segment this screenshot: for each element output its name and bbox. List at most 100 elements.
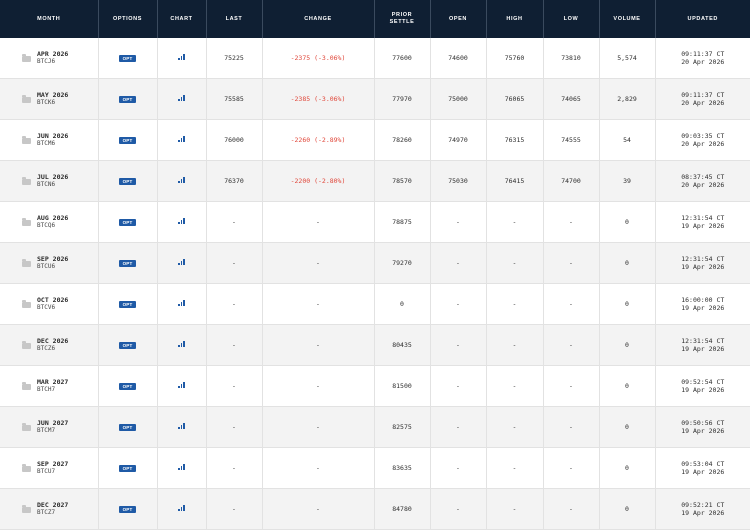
header-row: MONTH OPTIONS CHART LAST CHANGE PRIOR SE… — [0, 0, 750, 38]
bar-chart-icon[interactable] — [178, 341, 185, 347]
folder-icon[interactable] — [22, 507, 31, 513]
table-row[interactable]: SEP 2027 BTCU7 OPT - - 83635 - - - 0 09:… — [0, 448, 750, 489]
table-row[interactable]: DEC 2026 BTCZ6 OPT - - 80435 - - - 0 12:… — [0, 325, 750, 366]
table-row[interactable]: SEP 2026 BTCU6 OPT - - 79270 - - - 0 12:… — [0, 243, 750, 284]
bar-chart-icon[interactable] — [178, 300, 185, 306]
table-row[interactable]: DEC 2027 BTCZ7 OPT - - 84780 - - - 0 09:… — [0, 489, 750, 530]
opt-button[interactable]: OPT — [119, 301, 137, 308]
updated-date: 19 Apr 2026 — [656, 304, 750, 312]
options-cell: OPT — [98, 243, 157, 284]
change-cell: -2200 (-2.80%) — [262, 161, 374, 202]
folder-icon[interactable] — [22, 97, 31, 103]
bar-chart-icon[interactable] — [178, 95, 185, 101]
prior-settle-cell: 0 — [374, 284, 430, 325]
folder-icon[interactable] — [22, 466, 31, 472]
month-cell[interactable]: MAR 2027 BTCH7 — [0, 366, 98, 407]
high-cell: 76415 — [486, 161, 543, 202]
opt-button[interactable]: OPT — [119, 465, 137, 472]
col-header-month[interactable]: MONTH — [0, 0, 98, 38]
opt-button[interactable]: OPT — [119, 178, 137, 185]
bar-chart-icon[interactable] — [178, 423, 185, 429]
table-row[interactable]: OCT 2026 BTCV6 OPT - - 0 - - - 0 16:00:0… — [0, 284, 750, 325]
change-cell: -2385 (-3.06%) — [262, 79, 374, 120]
bar-chart-icon[interactable] — [178, 218, 185, 224]
folder-icon[interactable] — [22, 220, 31, 226]
opt-button[interactable]: OPT — [119, 506, 137, 513]
options-cell: OPT — [98, 448, 157, 489]
table-row[interactable]: JUN 2027 BTCM7 OPT - - 82575 - - - 0 09:… — [0, 407, 750, 448]
month-cell[interactable]: DEC 2027 BTCZ7 — [0, 489, 98, 530]
table-row[interactable]: MAY 2026 BTCK6 OPT 75585 -2385 (-3.06%) … — [0, 79, 750, 120]
open-cell: - — [430, 489, 486, 530]
table-row[interactable]: MAR 2027 BTCH7 OPT - - 81500 - - - 0 09:… — [0, 366, 750, 407]
opt-button[interactable]: OPT — [119, 137, 137, 144]
low-cell: 74065 — [543, 79, 599, 120]
change-cell: - — [262, 325, 374, 366]
month-cell[interactable]: APR 2026 BTCJ6 — [0, 38, 98, 79]
folder-icon[interactable] — [22, 56, 31, 62]
contract-code: BTCH7 — [37, 386, 68, 394]
change-cell: -2375 (-3.06%) — [262, 38, 374, 79]
col-header-low[interactable]: LOW — [543, 0, 599, 38]
folder-icon[interactable] — [22, 384, 31, 390]
last-cell: 75225 — [206, 38, 262, 79]
bar-chart-icon[interactable] — [178, 382, 185, 388]
updated-time: 08:37:45 CT — [656, 173, 750, 181]
contract-month: AUG 2026 — [37, 214, 68, 222]
col-header-open[interactable]: OPEN — [430, 0, 486, 38]
bar-chart-icon[interactable] — [178, 54, 185, 60]
month-cell[interactable]: JUN 2026 BTCM6 — [0, 120, 98, 161]
folder-icon[interactable] — [22, 138, 31, 144]
opt-button[interactable]: OPT — [119, 342, 137, 349]
prior-settle-cell: 78260 — [374, 120, 430, 161]
col-header-last[interactable]: LAST — [206, 0, 262, 38]
table-row[interactable]: AUG 2026 BTCQ6 OPT - - 78875 - - - 0 12:… — [0, 202, 750, 243]
high-cell: 76315 — [486, 120, 543, 161]
low-cell: - — [543, 489, 599, 530]
change-cell: - — [262, 243, 374, 284]
opt-button[interactable]: OPT — [119, 383, 137, 390]
table-row[interactable]: JUL 2026 BTCN6 OPT 76370 -2200 (-2.80%) … — [0, 161, 750, 202]
updated-date: 19 Apr 2026 — [656, 386, 750, 394]
opt-button[interactable]: OPT — [119, 96, 137, 103]
col-header-prior-settle[interactable]: PRIOR SETTLE — [374, 0, 430, 38]
folder-icon[interactable] — [22, 179, 31, 185]
opt-button[interactable]: OPT — [119, 55, 137, 62]
updated-cell: 09:03:35 CT 20 Apr 2026 — [655, 120, 750, 161]
low-cell: - — [543, 243, 599, 284]
high-cell: 75760 — [486, 38, 543, 79]
folder-icon[interactable] — [22, 302, 31, 308]
col-header-volume[interactable]: VOLUME — [599, 0, 655, 38]
folder-icon[interactable] — [22, 261, 31, 267]
col-header-updated[interactable]: UPDATED — [655, 0, 750, 38]
bar-chart-icon[interactable] — [178, 136, 185, 142]
table-row[interactable]: JUN 2026 BTCM6 OPT 76000 -2260 (-2.89%) … — [0, 120, 750, 161]
volume-cell: 0 — [599, 325, 655, 366]
col-header-change[interactable]: CHANGE — [262, 0, 374, 38]
month-cell[interactable]: MAY 2026 BTCK6 — [0, 79, 98, 120]
month-cell[interactable]: JUN 2027 BTCM7 — [0, 407, 98, 448]
bar-chart-icon[interactable] — [178, 464, 185, 470]
bar-chart-icon[interactable] — [178, 505, 185, 511]
folder-icon[interactable] — [22, 343, 31, 349]
table-row[interactable]: APR 2026 BTCJ6 OPT 75225 -2375 (-3.06%) … — [0, 38, 750, 79]
folder-icon[interactable] — [22, 425, 31, 431]
month-cell[interactable]: OCT 2026 BTCV6 — [0, 284, 98, 325]
month-cell[interactable]: SEP 2027 BTCU7 — [0, 448, 98, 489]
last-cell: - — [206, 284, 262, 325]
updated-date: 19 Apr 2026 — [656, 427, 750, 435]
month-cell[interactable]: DEC 2026 BTCZ6 — [0, 325, 98, 366]
month-cell[interactable]: JUL 2026 BTCN6 — [0, 161, 98, 202]
opt-button[interactable]: OPT — [119, 260, 137, 267]
opt-button[interactable]: OPT — [119, 424, 137, 431]
bar-chart-icon[interactable] — [178, 259, 185, 265]
options-cell: OPT — [98, 366, 157, 407]
month-cell[interactable]: AUG 2026 BTCQ6 — [0, 202, 98, 243]
col-header-high[interactable]: HIGH — [486, 0, 543, 38]
bar-chart-icon[interactable] — [178, 177, 185, 183]
opt-button[interactable]: OPT — [119, 219, 137, 226]
month-cell[interactable]: SEP 2026 BTCU6 — [0, 243, 98, 284]
contract-code: BTCJ6 — [37, 58, 68, 66]
prior-settle-cell: 84780 — [374, 489, 430, 530]
high-cell: - — [486, 284, 543, 325]
